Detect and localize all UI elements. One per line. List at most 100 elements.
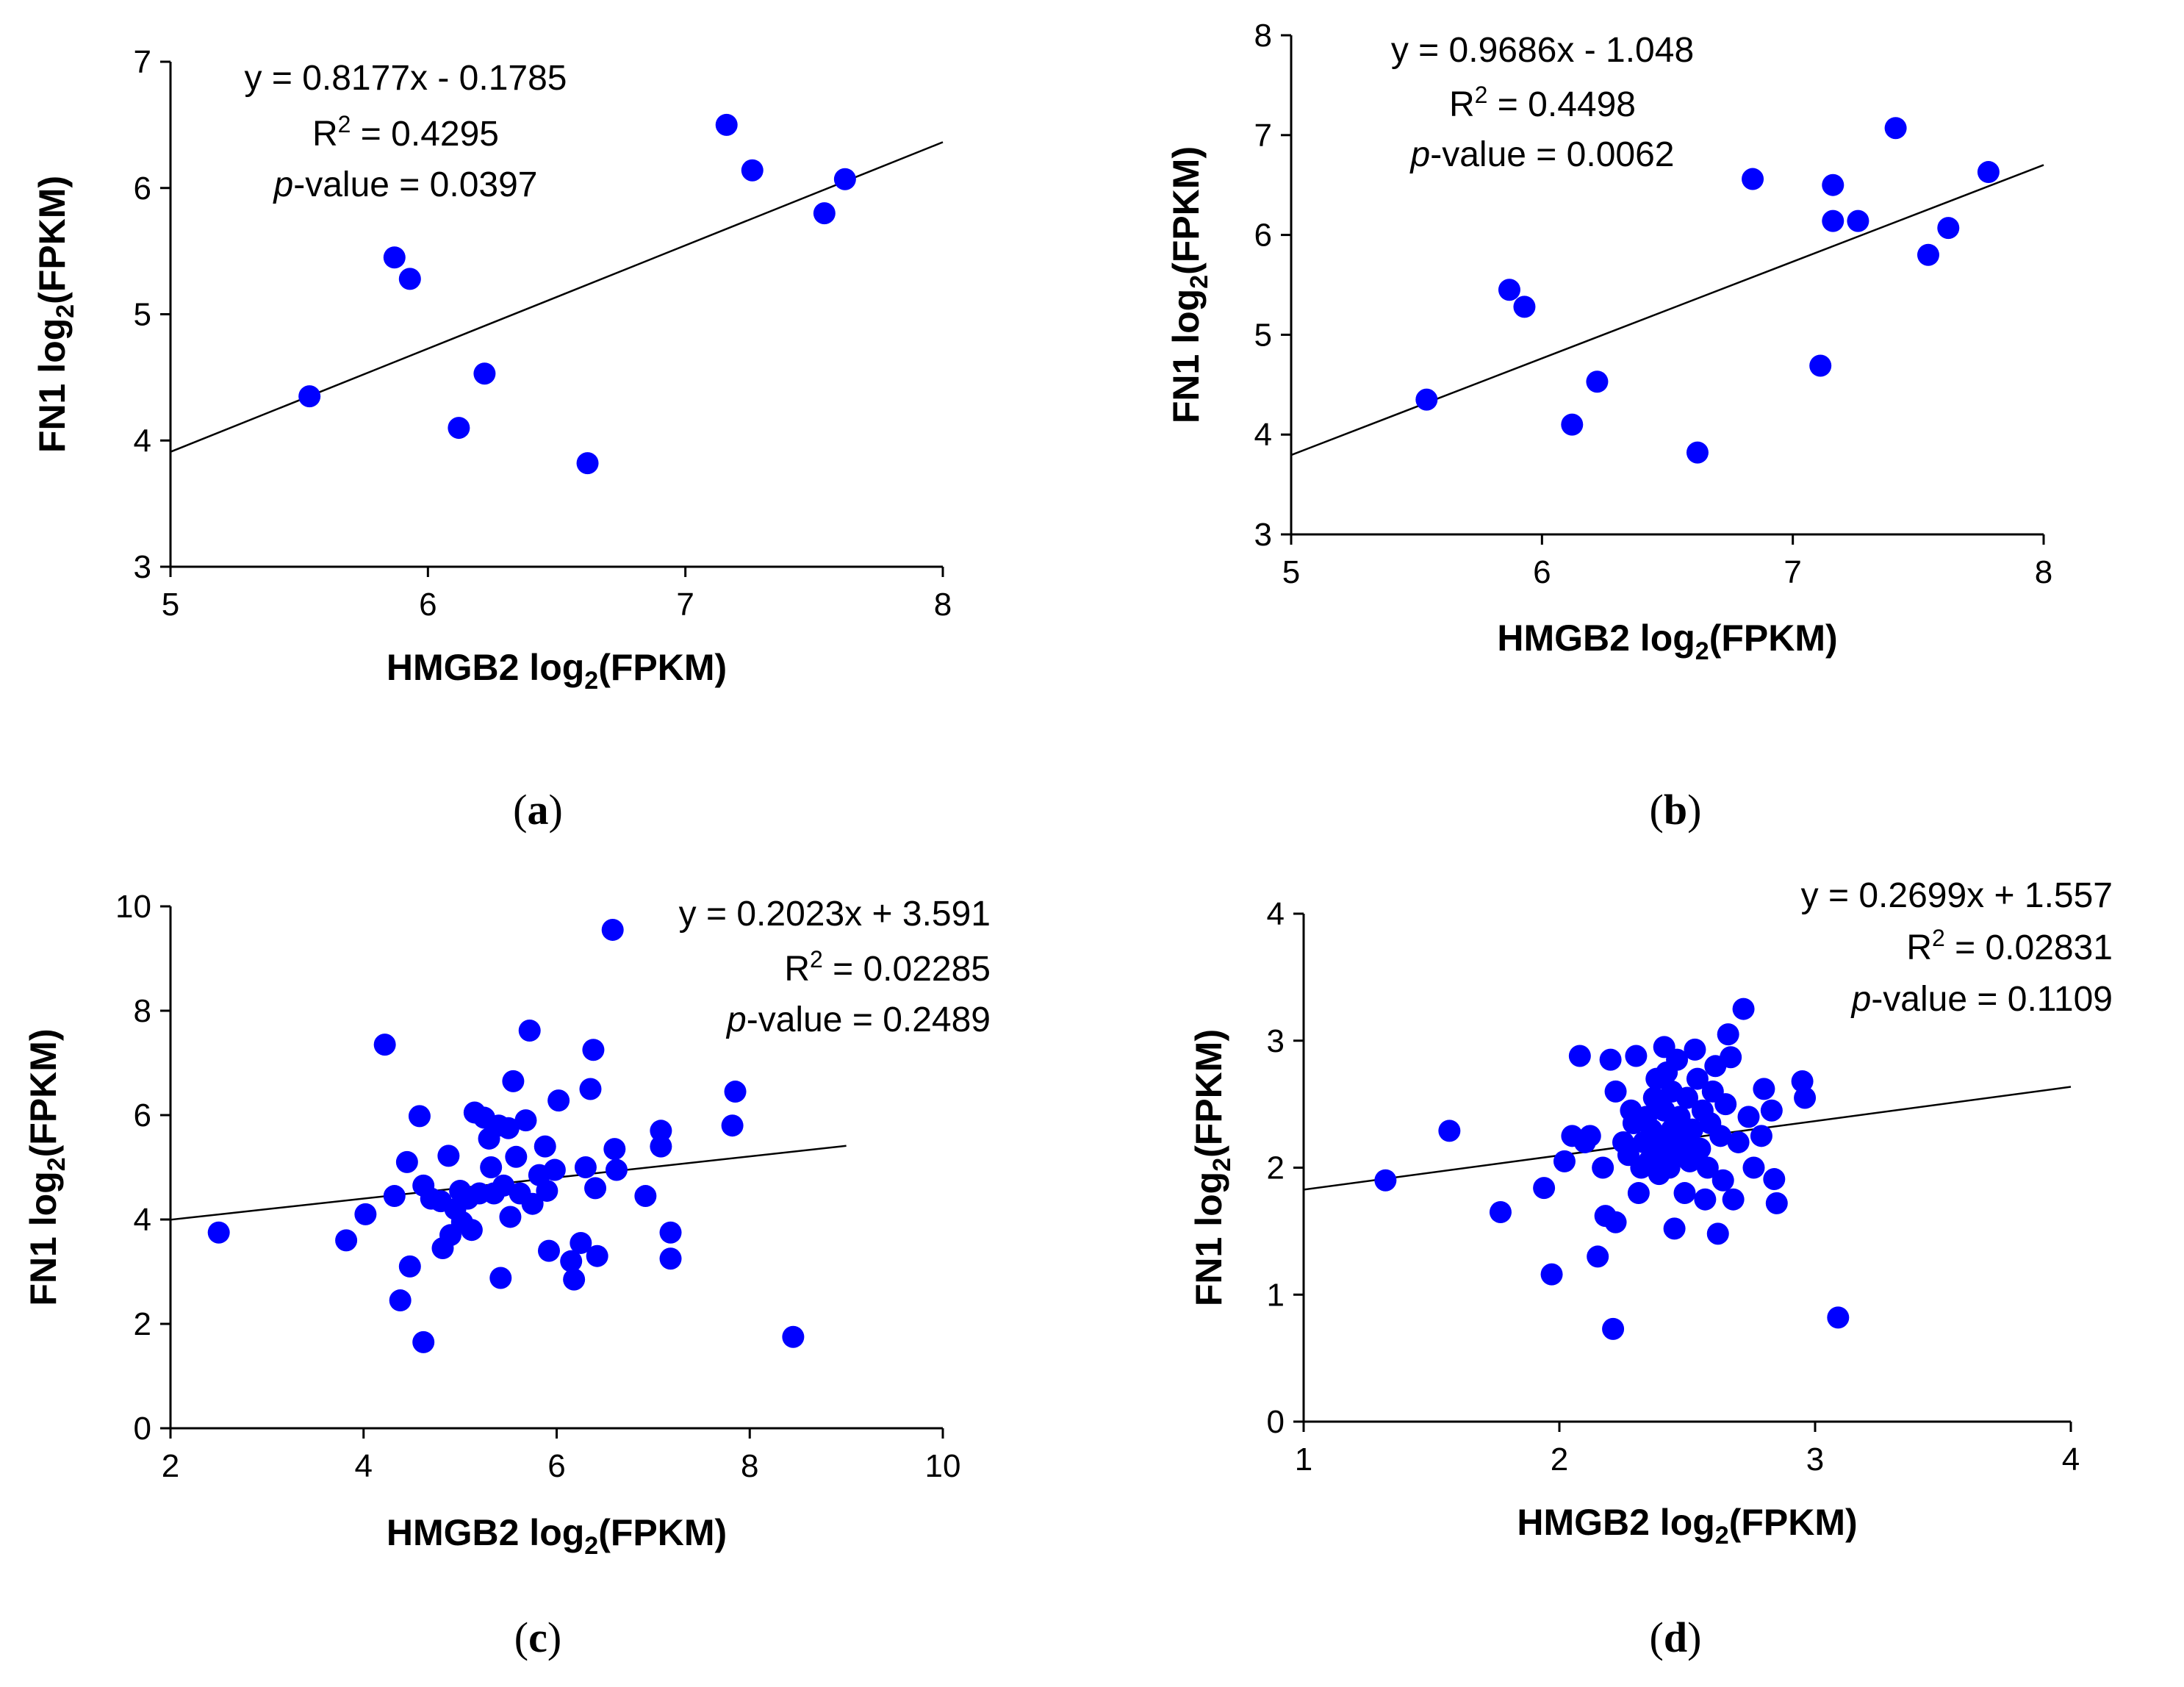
- data-point: [1732, 997, 1755, 1020]
- y-tick-label: 8: [1254, 18, 1272, 54]
- data-point: [1553, 1150, 1576, 1172]
- y-tick-label: 4: [134, 1202, 151, 1238]
- x-tick-label: 10: [925, 1448, 961, 1484]
- chart-panel-b: 5 6 7 8 3 4 5 6 7 8 HMGB2 log2(FPKM) FN1 log2(FPKM)…: [1165, 18, 2052, 834]
- data-point: [833, 168, 856, 190]
- data-point: [1540, 1263, 1563, 1286]
- r-squared-label: R2 = 0.4295: [312, 111, 499, 154]
- y-axis-label: FN1 log2(FPKM): [1165, 146, 1213, 423]
- data-point: [1706, 1222, 1729, 1245]
- data-point: [563, 1268, 586, 1291]
- data-point: [1513, 296, 1536, 318]
- data-point: [1917, 243, 1939, 266]
- data-point: [398, 268, 421, 290]
- data-point: [1568, 1045, 1591, 1067]
- data-point: [1689, 1137, 1711, 1160]
- data-point: [502, 1070, 525, 1092]
- x-tick-label: 6: [419, 587, 437, 623]
- data-point: [1791, 1070, 1814, 1093]
- data-point: [1711, 1169, 1734, 1192]
- x-axis-label: HMGB2 log2(FPKM): [1497, 617, 1837, 665]
- x-tick-label: 3: [1806, 1441, 1824, 1478]
- data-point: [1586, 370, 1609, 393]
- data-point: [1847, 209, 1869, 232]
- data-point: [1686, 1067, 1709, 1090]
- data-point: [543, 1158, 566, 1181]
- y-tick-label: 3: [1254, 517, 1272, 553]
- r-squared-label: R2 = 0.02285: [784, 946, 991, 989]
- data-point: [715, 113, 738, 136]
- data-point: [650, 1120, 672, 1142]
- data-point: [1750, 1125, 1772, 1147]
- data-point: [1727, 1131, 1750, 1153]
- data-point: [1592, 1156, 1614, 1179]
- x-tick-label: 7: [676, 587, 694, 623]
- data-point: [497, 1117, 520, 1139]
- x-tick-label: 2: [1551, 1441, 1568, 1478]
- data-point: [1627, 1182, 1650, 1205]
- p-value-label: p-value = 0.1109: [1850, 980, 2113, 1019]
- regression-equation: y = 0.2023x + 3.591: [679, 895, 991, 934]
- data-point: [1587, 1245, 1609, 1268]
- x-tick-label: 6: [1533, 554, 1551, 590]
- y-tick-label: 5: [1254, 317, 1272, 353]
- data-point: [383, 246, 406, 269]
- data-point: [408, 1105, 431, 1128]
- y-tick-label: 1: [1267, 1277, 1285, 1313]
- regression-equation: y = 0.8177x - 0.1785: [245, 59, 567, 98]
- x-tick-label: 8: [934, 587, 952, 623]
- panel-caption: (a): [513, 786, 563, 834]
- data-point: [1884, 117, 1907, 140]
- p-value-label: p-value = 0.0397: [273, 165, 538, 204]
- data-point: [383, 1185, 406, 1208]
- data-point: [741, 159, 764, 182]
- data-point: [724, 1081, 747, 1103]
- data-point: [1681, 1118, 1703, 1141]
- data-point: [448, 417, 470, 440]
- data-point: [1604, 1080, 1627, 1103]
- data-point: [1684, 1038, 1706, 1061]
- data-point: [603, 1138, 626, 1161]
- data-point: [601, 918, 624, 941]
- panel-caption: (c): [514, 1613, 561, 1661]
- panel-caption: (d): [1650, 1613, 1702, 1661]
- data-point: [634, 1185, 657, 1208]
- data-point: [1666, 1048, 1689, 1071]
- data-point: [1717, 1023, 1739, 1046]
- data-point: [335, 1229, 358, 1252]
- data-point: [492, 1174, 515, 1197]
- regression-equation: y = 0.9686x - 1.048: [1391, 31, 1694, 70]
- x-tick-label: 5: [1282, 554, 1300, 590]
- data-point: [1753, 1078, 1775, 1100]
- data-point: [721, 1114, 744, 1137]
- y-axis-label: FN1 log2(FPKM): [1188, 1029, 1236, 1306]
- y-tick-label: 7: [134, 44, 151, 80]
- data-point: [1760, 1099, 1783, 1122]
- x-axis-label: HMGB2 log2(FPKM): [1517, 1502, 1857, 1550]
- y-tick-label: 0: [1267, 1404, 1285, 1440]
- data-point: [505, 1145, 528, 1168]
- data-point: [586, 1244, 608, 1267]
- data-point: [1765, 1192, 1788, 1214]
- data-point: [584, 1177, 607, 1200]
- data-point: [1578, 1125, 1601, 1147]
- data-point: [650, 1135, 672, 1158]
- y-tick-label: 0: [134, 1411, 151, 1447]
- y-tick-label: 6: [134, 1097, 151, 1133]
- data-point: [499, 1206, 522, 1228]
- data-point: [576, 452, 599, 475]
- data-point: [480, 1156, 503, 1178]
- data-point: [389, 1289, 412, 1312]
- data-point: [1489, 1200, 1512, 1223]
- y-tick-label: 4: [134, 423, 151, 459]
- x-axis-label: HMGB2 log2(FPKM): [387, 647, 727, 695]
- panel-caption: (b): [1650, 786, 1702, 834]
- data-point: [1763, 1168, 1786, 1191]
- y-tick-label: 6: [1254, 218, 1272, 254]
- data-point: [560, 1250, 583, 1272]
- data-point: [813, 202, 836, 225]
- data-point: [1374, 1169, 1397, 1192]
- data-point: [1625, 1045, 1648, 1067]
